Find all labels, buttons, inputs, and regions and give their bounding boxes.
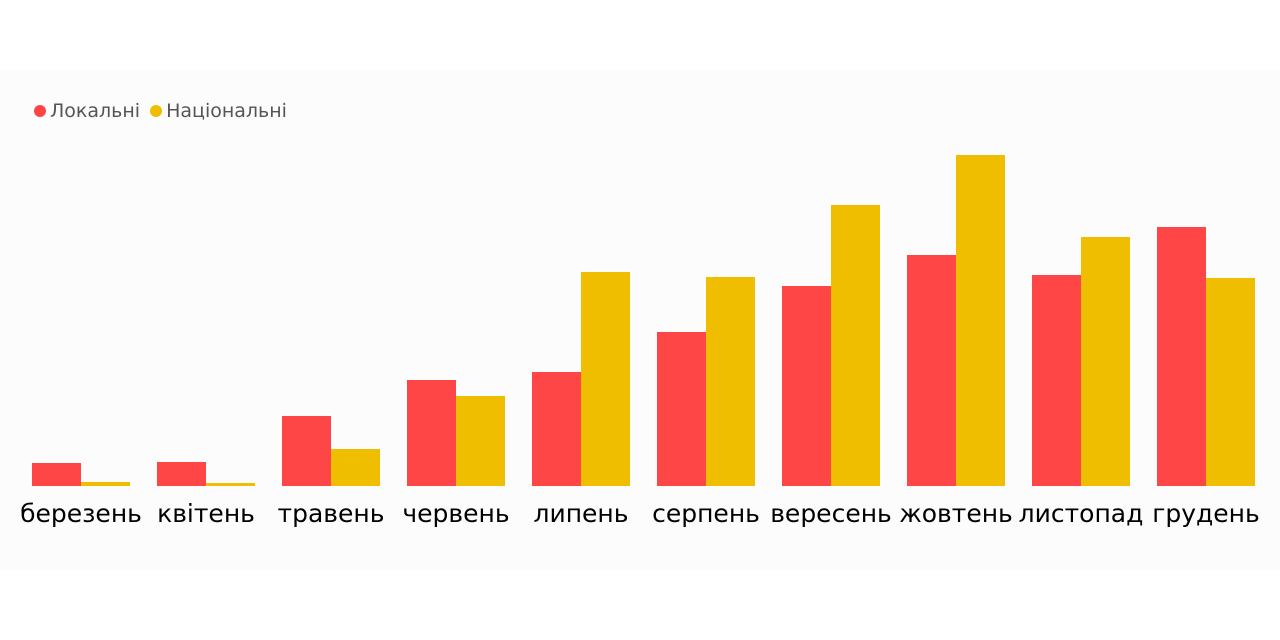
x-tick-label: березень: [20, 499, 142, 528]
bar-national-2[interactable]: [331, 449, 380, 486]
legend-item-local[interactable]: Локальні: [34, 100, 140, 122]
bar-national-6[interactable]: [831, 205, 880, 486]
x-tick-label: жовтень: [899, 499, 1013, 528]
bar-local-9[interactable]: [1157, 227, 1206, 486]
bar-local-6[interactable]: [782, 286, 831, 486]
x-tick-label: липень: [533, 499, 628, 528]
bar-local-3[interactable]: [407, 380, 456, 486]
bar-local-7[interactable]: [907, 255, 956, 486]
bar-local-4[interactable]: [532, 372, 581, 486]
bar-local-0[interactable]: [32, 463, 81, 486]
bar-national-0[interactable]: [81, 482, 130, 486]
bar-national-8[interactable]: [1081, 237, 1130, 486]
bar-national-7[interactable]: [956, 155, 1005, 486]
x-tick-label: листопад: [1019, 499, 1144, 528]
bar-national-9[interactable]: [1206, 278, 1255, 486]
legend-marker-national: [150, 105, 163, 117]
bar-local-2[interactable]: [282, 416, 331, 486]
legend-label-local: Локальні: [50, 100, 141, 122]
bar-national-3[interactable]: [456, 396, 505, 486]
x-tick-label: травень: [278, 499, 385, 528]
legend-item-national[interactable]: Національні: [150, 100, 287, 122]
bar-local-5[interactable]: [657, 332, 706, 486]
x-tick-label: грудень: [1152, 499, 1260, 528]
x-tick-label: квітень: [157, 499, 255, 528]
legend-label-national: Національні: [166, 100, 287, 122]
bar-local-1[interactable]: [157, 462, 206, 486]
bar-national-5[interactable]: [706, 277, 755, 486]
legend-marker-local: [34, 105, 46, 117]
x-tick-label: серпень: [652, 499, 760, 528]
bar-national-4[interactable]: [581, 272, 630, 486]
x-tick-label: вересень: [770, 499, 892, 528]
bar-local-8[interactable]: [1032, 275, 1081, 486]
legend: Локальні Національні: [34, 100, 297, 122]
x-tick-label: червень: [402, 499, 509, 528]
bar-national-1[interactable]: [206, 483, 255, 486]
